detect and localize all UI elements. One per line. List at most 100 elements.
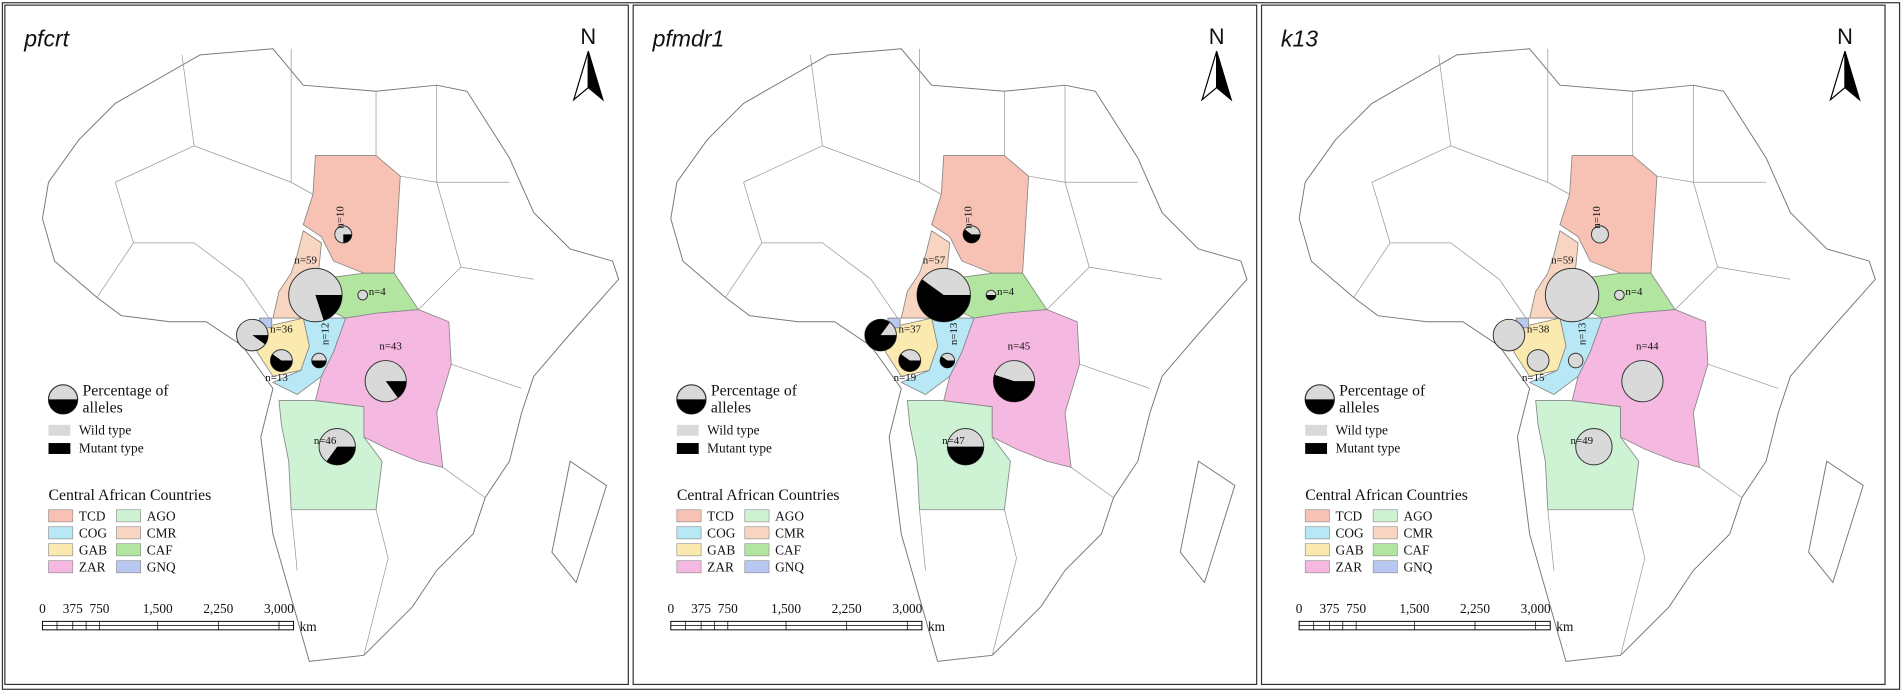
scale-unit: km	[928, 619, 946, 634]
scale-label: 2,250	[832, 601, 862, 616]
country-swatch	[1372, 543, 1398, 557]
country-code: AGO	[1403, 509, 1432, 524]
pie-mutant	[311, 360, 327, 368]
panel-frame	[632, 4, 1258, 686]
pie-mutant	[343, 234, 352, 243]
pie-label: n=59	[1551, 255, 1574, 267]
pie-mutant	[385, 381, 407, 398]
country-code: TCD	[1336, 509, 1363, 524]
country-code: GNQ	[775, 560, 804, 575]
pie-wild	[1492, 318, 1526, 352]
country-code: ZAR	[1336, 560, 1363, 575]
pie-label: n=4	[1625, 286, 1643, 298]
country-code: TCD	[707, 509, 734, 524]
country-swatch	[48, 543, 74, 557]
panel: pfcrt Nn=10 n=4 n=59 n=36 n=13 n=12 n=43 n=46 Per…	[4, 4, 629, 686]
north-arrow	[1200, 51, 1218, 102]
country-code: CMR	[147, 526, 177, 541]
pie-wild	[1614, 289, 1625, 301]
country-swatch	[1304, 560, 1330, 574]
legend-swatch	[48, 424, 71, 436]
pie-label: n=44	[1636, 341, 1659, 353]
country-code: AGO	[775, 509, 804, 524]
country-swatch	[116, 560, 142, 574]
country-swatch	[1304, 509, 1330, 523]
pie-label: n=10	[1591, 206, 1603, 229]
pie-wild	[1544, 267, 1600, 323]
north-arrow	[1844, 51, 1861, 102]
country-code: ZAR	[79, 560, 106, 575]
scale-label: 375	[1319, 601, 1339, 616]
country-swatch	[676, 509, 702, 523]
legend-label: Mutant type	[1336, 441, 1401, 456]
country-code: CAF	[1403, 543, 1429, 558]
scale-label: 0	[39, 601, 46, 616]
pie-mutant	[864, 319, 897, 351]
pie-mutant	[993, 374, 1035, 402]
legend-swatch	[1305, 443, 1328, 454]
legend-label: Mutant type	[707, 441, 772, 456]
country-code: COG	[707, 526, 736, 541]
country-swatch	[676, 560, 702, 574]
pie-mutant	[986, 295, 996, 300]
country-swatch	[1372, 526, 1398, 540]
country-swatch	[744, 560, 770, 574]
scale-label: 0	[667, 601, 674, 616]
country	[931, 155, 1030, 274]
legend-label: Wild type	[707, 423, 759, 438]
country-code: CAF	[147, 543, 173, 558]
scale-label: 2,250	[203, 601, 233, 616]
pie-wild	[1567, 352, 1584, 369]
legend-title: alleles	[82, 400, 122, 417]
legend-label: Wild type	[79, 423, 131, 438]
scale-label: 750	[718, 601, 738, 616]
country-code: AGO	[147, 509, 176, 524]
pie-label: n=38	[1527, 324, 1550, 336]
scale-label: 1,500	[143, 601, 173, 616]
pie-label: n=15	[1522, 372, 1545, 384]
country-swatch	[48, 560, 74, 574]
pie-label: n=47	[942, 435, 965, 447]
country-swatch	[48, 526, 74, 540]
scale-label: 375	[691, 601, 711, 616]
panel-title: pfcrt	[23, 25, 70, 51]
country-swatch	[1372, 560, 1398, 574]
country-swatch	[744, 526, 770, 540]
scale-label: 375	[63, 601, 83, 616]
country-swatch	[676, 543, 702, 557]
country-code: CMR	[775, 526, 805, 541]
pie-label: n=37	[898, 324, 921, 336]
country-code: CMR	[1403, 526, 1433, 541]
north-label: N	[1209, 24, 1225, 49]
country-code: COG	[1336, 526, 1365, 541]
pie-label: n=46	[314, 435, 337, 447]
pie-mutant	[270, 354, 293, 372]
country-swatch	[744, 543, 770, 557]
scale-label: 750	[1346, 601, 1366, 616]
pie-wild	[1590, 225, 1609, 244]
north-arrow	[572, 51, 589, 102]
country-swatch	[116, 509, 142, 523]
scale-unit: km	[300, 619, 318, 634]
country-swatch	[1304, 526, 1330, 540]
country-code: GNQ	[147, 560, 176, 575]
pie-mutant	[326, 446, 356, 465]
country-code: TCD	[79, 509, 106, 524]
scale-label: 1,500	[1399, 601, 1429, 616]
legend-pie-mutant	[48, 399, 78, 414]
north-label: N	[1837, 24, 1853, 49]
country-swatch	[744, 509, 770, 523]
country	[1559, 155, 1658, 274]
legend-label: Wild type	[1336, 423, 1388, 438]
pie-label: n=57	[923, 255, 946, 267]
legend-title: Percentage of	[82, 383, 169, 400]
country	[302, 155, 401, 274]
north-arrow	[1829, 51, 1846, 102]
pie-mutant	[898, 354, 921, 372]
north-arrow	[1216, 51, 1233, 102]
pie-label: n=19	[894, 372, 917, 384]
legend-swatch	[676, 424, 699, 436]
legend-title: alleles	[1339, 400, 1379, 417]
